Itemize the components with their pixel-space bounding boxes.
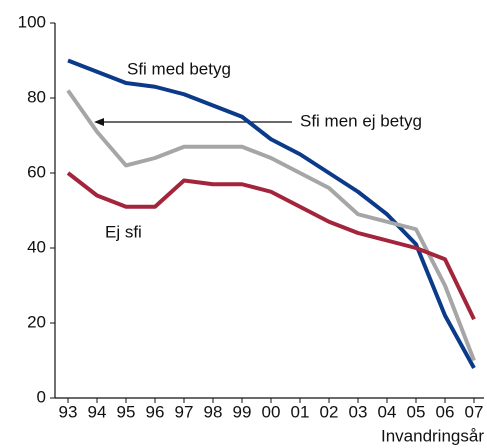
x-tick-label: 93 xyxy=(59,402,78,421)
series-label: Sfi med betyg xyxy=(127,59,231,78)
series-line xyxy=(67,58,476,369)
x-tick-label: 03 xyxy=(349,402,368,421)
x-tick-label: 97 xyxy=(175,402,194,421)
y-tick-label: 60 xyxy=(27,162,46,181)
series-line xyxy=(66,89,476,362)
y-tick-label: 100 xyxy=(18,12,46,31)
x-tick-label: 95 xyxy=(117,402,136,421)
x-tick-label: 04 xyxy=(378,402,397,421)
y-tick-label: 80 xyxy=(27,87,46,106)
x-tick-label: 98 xyxy=(204,402,223,421)
x-tick-label: 96 xyxy=(146,402,165,421)
x-tick-label: 00 xyxy=(262,402,281,421)
y-tick-label: 40 xyxy=(27,237,46,256)
x-tick-label: 94 xyxy=(88,402,107,421)
series-label: Ej sfi xyxy=(105,222,142,241)
x-axis-label: Invandringsår xyxy=(381,426,484,445)
y-tick-label: 0 xyxy=(37,387,46,406)
x-tick-label: 07 xyxy=(465,402,484,421)
x-tick-label: 99 xyxy=(233,402,252,421)
x-tick-label: 02 xyxy=(320,402,339,421)
series-label: Sfi men ej betyg xyxy=(300,111,422,130)
y-tick-label: 20 xyxy=(27,312,46,331)
x-tick-label: 06 xyxy=(436,402,455,421)
x-tick-label: 05 xyxy=(407,402,426,421)
series-line xyxy=(66,171,476,321)
x-tick-label: 01 xyxy=(291,402,310,421)
annotation-arrow xyxy=(94,118,292,126)
